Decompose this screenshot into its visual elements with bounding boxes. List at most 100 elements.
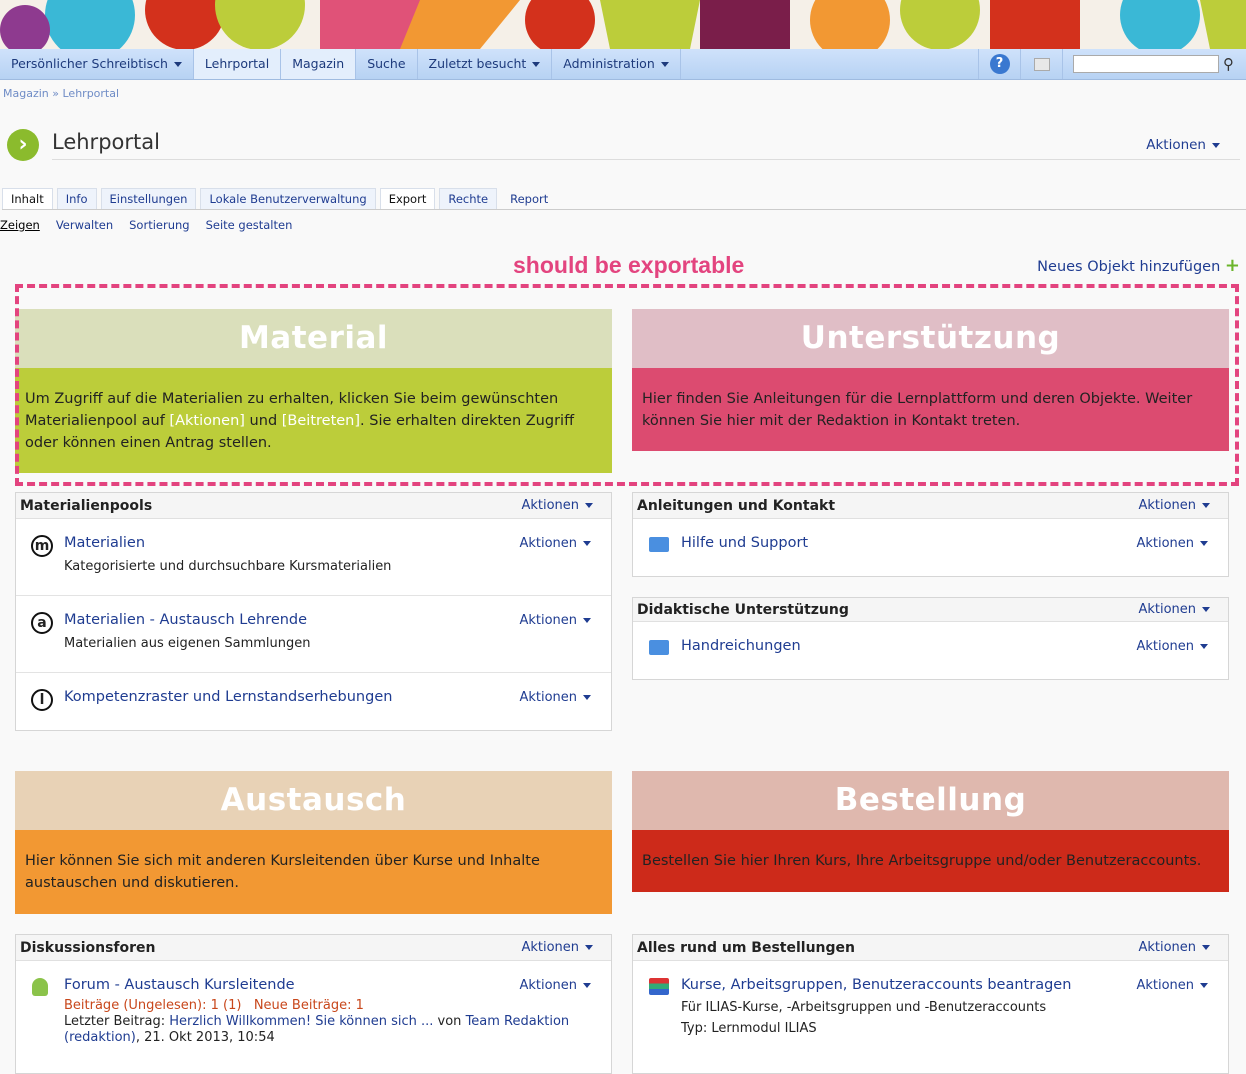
tab-benutzerverwaltung[interactable]: Lokale Benutzerverwaltung	[200, 188, 376, 209]
item-title-link[interactable]: Materialien - Austausch Lehrende	[64, 612, 308, 628]
add-object-button[interactable]: Neues Objekt hinzufügen +	[1037, 255, 1240, 276]
text: . Sie erhalten direkten Zugriff oder kön…	[25, 413, 575, 451]
menu-recent[interactable]: Zuletzt besucht	[418, 49, 553, 79]
tab-export[interactable]: Export	[379, 188, 436, 209]
panel-bestellungen: Alles rund um Bestellungen Aktionen Kurse…	[632, 934, 1229, 1074]
panel-actions-button[interactable]: Aktionen	[1138, 493, 1224, 518]
help-icon[interactable]: ?	[978, 49, 1020, 79]
caret-down-icon	[1202, 945, 1210, 950]
breadcrumb: Magazin » Lehrportal	[3, 87, 119, 100]
notes-icon[interactable]	[1020, 49, 1062, 79]
forum-icon	[32, 978, 48, 996]
actions-label: Aktionen	[1146, 137, 1206, 153]
tab-rechte[interactable]: Rechte	[439, 188, 498, 209]
category-icon: ›	[7, 129, 39, 161]
banner-graphic	[0, 0, 1246, 49]
breadcrumb-lehrportal[interactable]: Lehrportal	[62, 87, 120, 100]
item-actions-button[interactable]: Aktionen	[519, 690, 591, 705]
actions-label: Aktionen	[519, 978, 577, 993]
tile-title: Austausch	[15, 771, 612, 830]
menu-personal-desktop[interactable]: Persönlicher Schreibtisch	[0, 49, 194, 79]
list-item: m Materialien Aktionen Kategorisierte und d…	[16, 519, 611, 596]
tab-report[interactable]: Report	[510, 192, 549, 206]
panel-actions-button[interactable]: Aktionen	[1138, 935, 1224, 960]
list-item: l Kompetenzraster und Lernstandserhebunge…	[16, 673, 611, 721]
menu-suche[interactable]: Suche	[356, 49, 418, 79]
search-input[interactable]	[1073, 55, 1219, 73]
by-label: von	[433, 1014, 466, 1029]
post-date: , 21. Okt 2013, 10:54	[135, 1030, 275, 1045]
item-actions-button[interactable]: Aktionen	[1136, 536, 1208, 551]
panel-header: Materialienpools Aktionen	[16, 493, 611, 519]
item-description: Für ILIAS-Kurse, -Arbeitsgruppen und -Be…	[681, 997, 1208, 1039]
highlight: [Beitreten]	[281, 413, 361, 429]
subtab-seite-gestalten[interactable]: Seite gestalten	[205, 218, 293, 232]
panel-actions-button[interactable]: Aktionen	[521, 935, 607, 960]
menu-lehrportal[interactable]: Lehrportal	[193, 49, 282, 79]
search-area: ⚲	[1062, 49, 1246, 79]
caret-down-icon	[1200, 644, 1208, 649]
item-title-link[interactable]: Kurse, Arbeitsgruppen, Benutzeraccounts …	[681, 977, 1072, 993]
breadcrumb-sep: »	[52, 87, 59, 100]
panel-title: Materialienpools	[20, 498, 153, 514]
menu-administration[interactable]: Administration	[552, 49, 681, 79]
panel-title: Diskussionsforen	[20, 940, 156, 956]
list-item: Handreichungen Aktionen	[633, 622, 1228, 670]
tab-einstellungen[interactable]: Einstellungen	[100, 188, 197, 209]
menu-label: Persönlicher Schreibtisch	[11, 56, 168, 71]
item-actions-button[interactable]: Aktionen	[1136, 639, 1208, 654]
actions-label: Aktionen	[519, 690, 577, 705]
panel-title: Didaktische Unterstützung	[637, 602, 849, 618]
item-actions-button[interactable]: Aktionen	[519, 978, 591, 993]
item-title-link[interactable]: Kompetenzraster und Lernstandserhebungen	[64, 689, 393, 705]
panel-header: Diskussionsforen Aktionen	[16, 935, 611, 961]
list-item: a Materialien - Austausch Lehrende Aktione…	[16, 596, 611, 673]
caret-down-icon	[660, 62, 669, 67]
breadcrumb-magazin[interactable]: Magazin	[3, 87, 49, 100]
tab-inhalt[interactable]: Inhalt	[2, 188, 53, 209]
item-actions-button[interactable]: Aktionen	[519, 613, 591, 628]
actions-label: Aktionen	[1136, 978, 1194, 993]
actions-label: Aktionen	[521, 498, 579, 513]
item-description: Kategorisierte und durchsuchbare Kursmat…	[64, 559, 392, 574]
pool-icon-a: a	[31, 612, 53, 634]
panel-actions-button[interactable]: Aktionen	[521, 493, 607, 518]
tile-text: Um Zugriff auf die Materialien zu erhalt…	[15, 368, 612, 473]
tab-info[interactable]: Info	[56, 188, 97, 209]
caret-down-icon	[1200, 983, 1208, 988]
caret-down-icon	[585, 945, 593, 950]
header-actions-button[interactable]: Aktionen	[1146, 137, 1220, 153]
tile-material: Material Um Zugriff auf die Materialien …	[15, 309, 612, 473]
author-link[interactable]: Team Redaktion (redaktion)	[64, 1014, 570, 1045]
subtab-sortierung[interactable]: Sortierung	[129, 218, 190, 232]
caret-down-icon	[583, 618, 591, 623]
panel-didaktik: Didaktische Unterstützung Aktionen Handre…	[632, 597, 1229, 680]
tile-text: Bestellen Sie hier Ihren Kurs, Ihre Arbe…	[632, 830, 1229, 892]
subtab-verwalten[interactable]: Verwalten	[55, 218, 114, 232]
search-icon[interactable]: ⚲	[1223, 55, 1234, 73]
subtab-zeigen[interactable]: Zeigen	[0, 218, 40, 232]
item-title-link[interactable]: Materialien	[64, 535, 146, 551]
panel-anleitungen: Anleitungen und Kontakt Aktionen Hilfe un…	[632, 492, 1229, 577]
last-post-link[interactable]: Herzlich Willkommen! Sie können sich ...	[169, 1014, 434, 1029]
panel-actions-button[interactable]: Aktionen	[1138, 598, 1224, 621]
title-divider	[52, 159, 1240, 160]
caret-down-icon	[1202, 607, 1210, 612]
last-post-label: Letzter Beitrag:	[64, 1014, 170, 1029]
item-actions-button[interactable]: Aktionen	[1136, 978, 1208, 993]
sub-tabs: Zeigen Verwalten Sortierung Seite gestal…	[0, 218, 292, 232]
page-title: Lehrportal	[52, 130, 160, 154]
actions-label: Aktionen	[1138, 602, 1196, 617]
item-actions-button[interactable]: Aktionen	[519, 536, 591, 551]
caret-down-icon	[1202, 503, 1210, 508]
item-title-link[interactable]: Forum - Austausch Kursleitende	[64, 977, 295, 993]
item-title-link[interactable]: Hilfe und Support	[681, 535, 809, 551]
menu-magazin[interactable]: Magazin	[281, 49, 357, 79]
type-text: Typ: Lernmodul ILIAS	[681, 1021, 817, 1036]
pool-icon-m: m	[31, 535, 53, 557]
panel-title: Alles rund um Bestellungen	[637, 940, 855, 956]
item-title-link[interactable]: Handreichungen	[681, 638, 801, 654]
text: Um Zugriff auf die Materialien zu erhalt…	[25, 391, 559, 429]
panel-header: Alles rund um Bestellungen Aktionen	[633, 935, 1228, 961]
folder-icon	[649, 640, 669, 655]
